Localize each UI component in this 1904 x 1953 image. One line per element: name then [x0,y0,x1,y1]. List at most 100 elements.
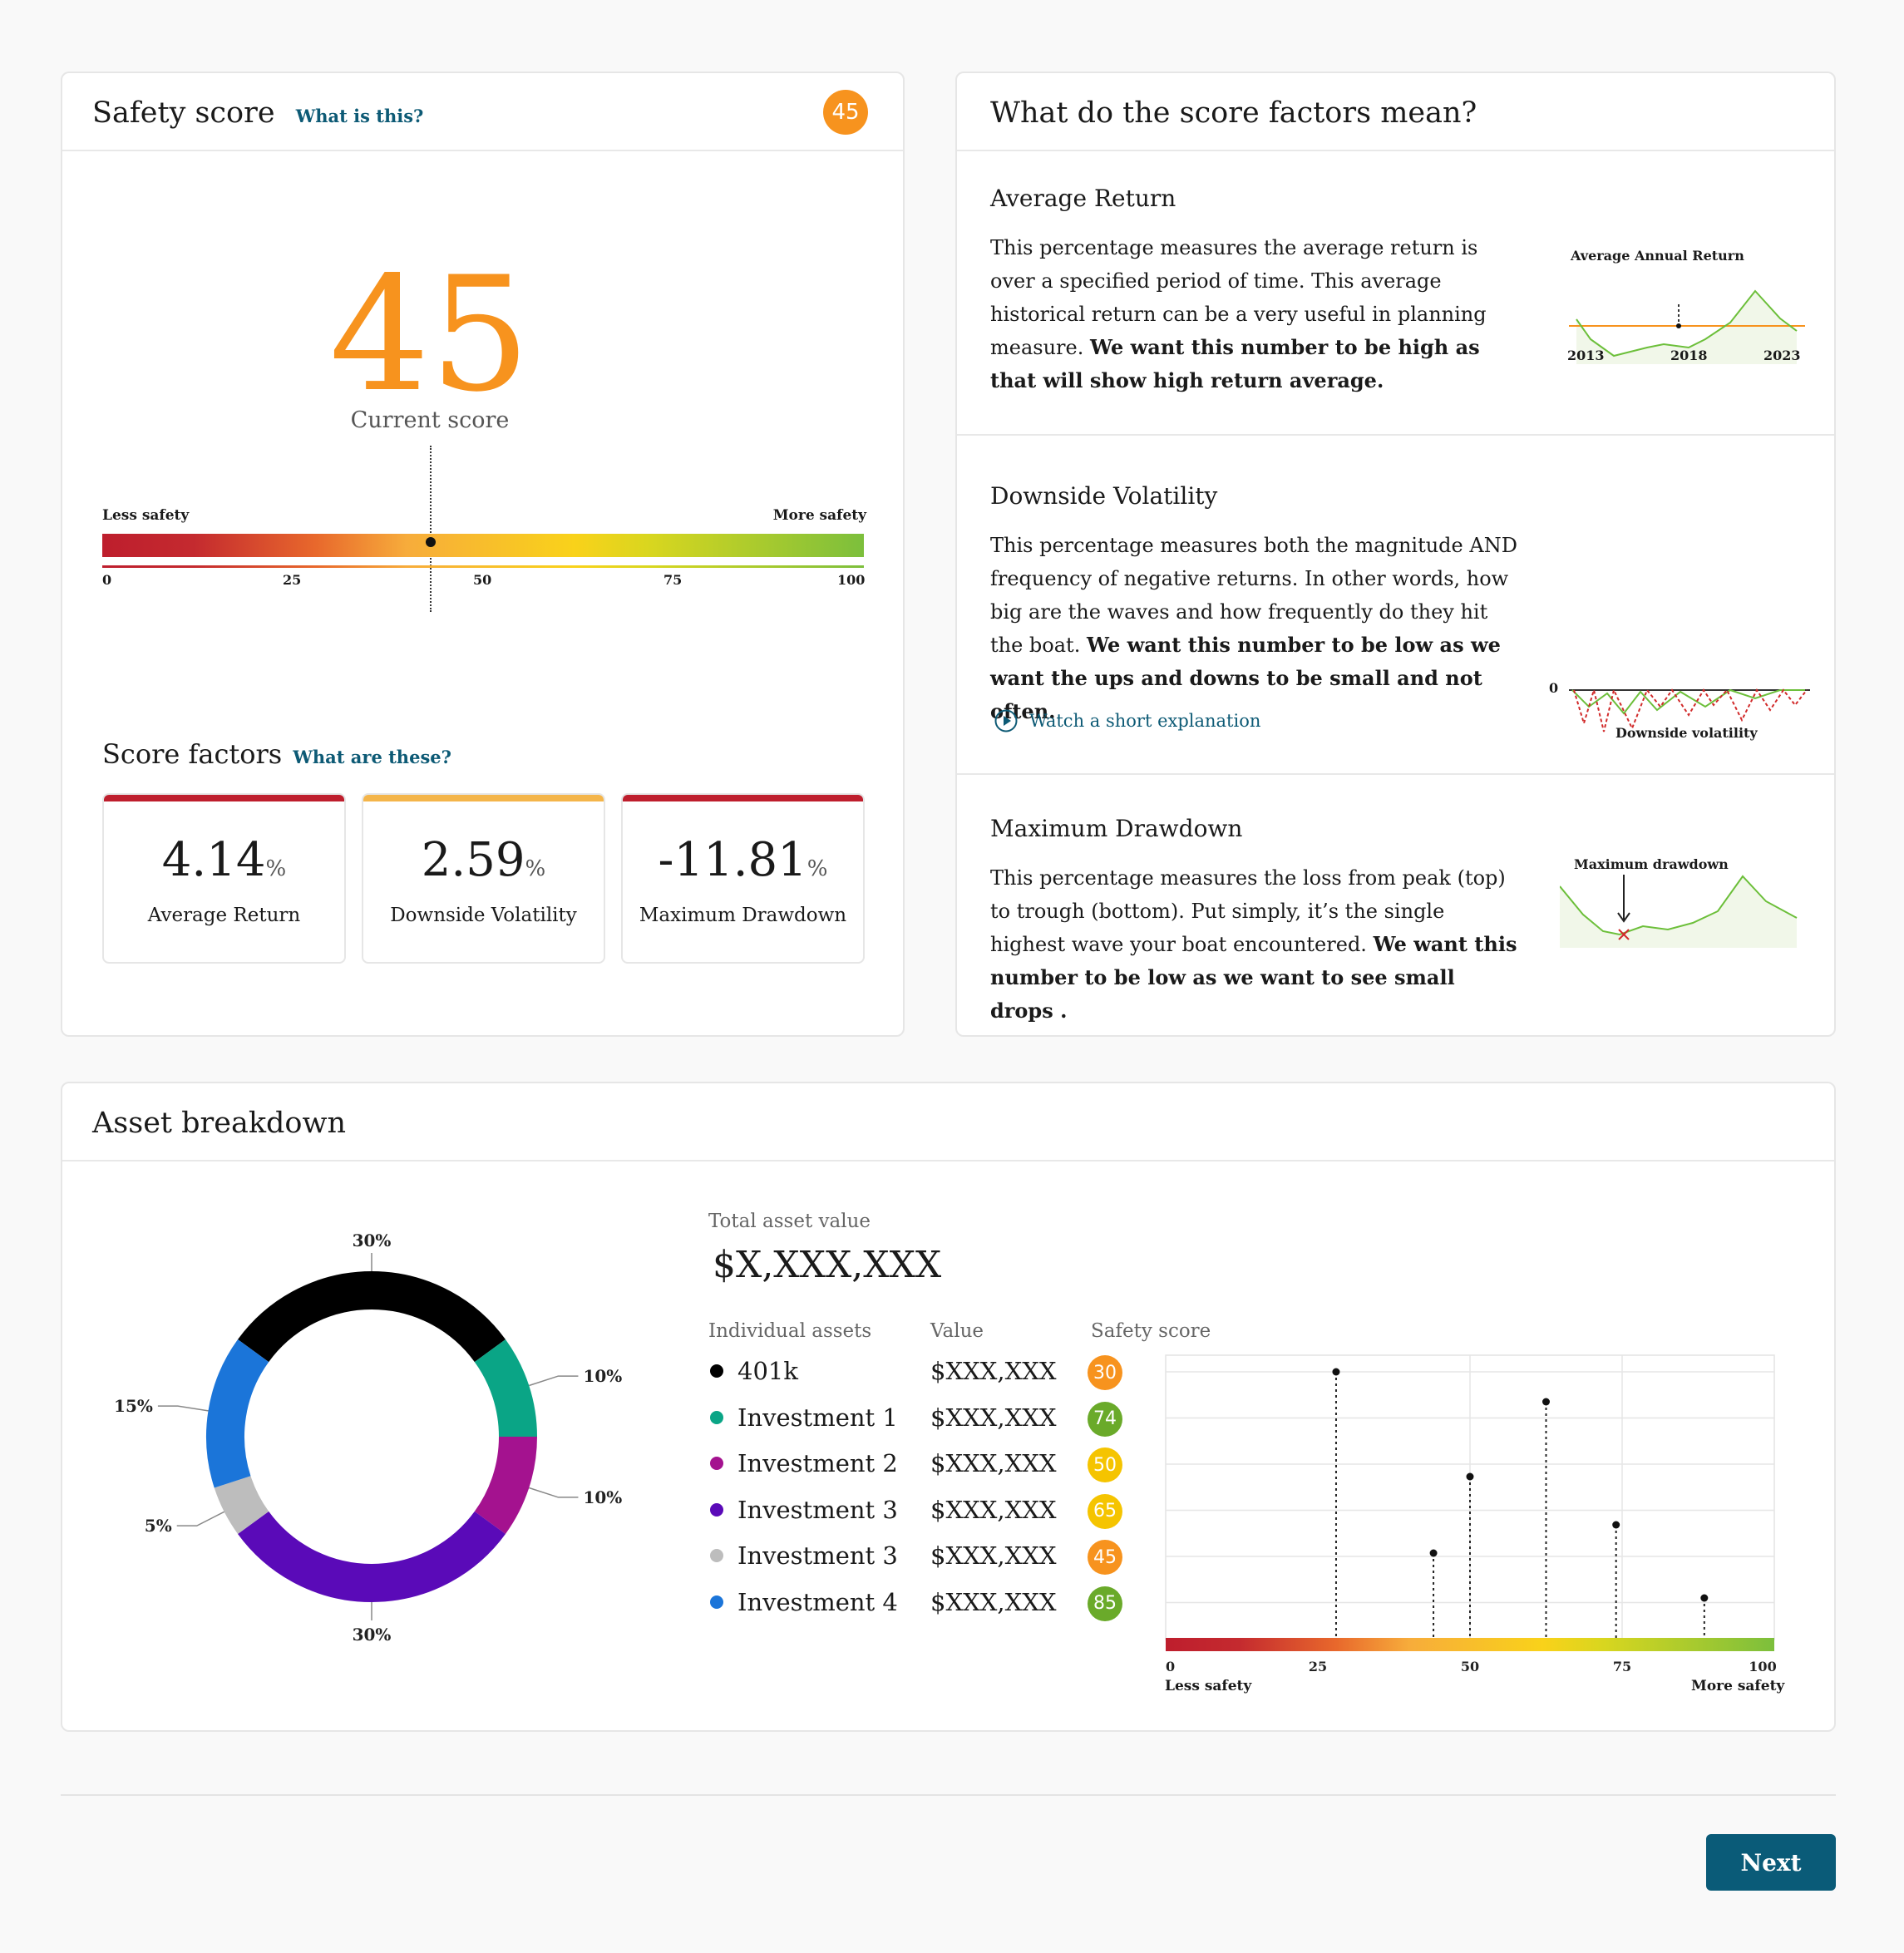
more-safety-label: More safety [772,507,866,524]
safety-score-header: Safety score What is this? 45 [62,73,903,151]
donut-slice [238,1271,506,1363]
downside-chart-label: Downside volatility [1615,725,1758,741]
average-return-title: Average Return [990,185,1176,212]
donut-leader-line [176,1511,225,1526]
safety-gradient-bar [102,534,864,557]
asset-color-dot [710,1595,723,1609]
asset-lollipop-dot [1700,1594,1709,1602]
less-safety-label: Less safety [102,507,190,524]
total-asset-value: $X,XXX,XXX [713,1244,942,1286]
donut-slice-label: 10% [583,1366,622,1386]
asset-breakdown-header: Asset breakdown [62,1083,1834,1161]
return-line [1576,289,1798,358]
scale-tick-label: 75 [663,572,683,588]
scale-tick-label: 100 [837,572,866,588]
donut-leader-line [157,1405,209,1412]
individual-assets-header: Individual assets [708,1320,872,1342]
asset-row: 401k $XXX,XXX 30 [708,1355,1141,1390]
scale-ticks: 0 25 50 75 100 [102,572,866,597]
return-line [1571,688,1805,715]
score-marker-line [430,446,432,612]
average-return-chart [1569,289,1805,364]
asset-value: $XXX,XXX [930,1541,1057,1570]
scale-tick-label: 50 [473,572,492,588]
factor-topbar [363,795,604,801]
section-divider [957,434,1834,436]
total-asset-label: Total asset value [708,1211,871,1232]
asset-breakdown-title: Asset breakdown [92,1107,347,1140]
factor-topbar [104,795,344,801]
return-line [1560,875,1798,936]
chart-less-safety-label: Less safety [1165,1678,1252,1694]
asset-value: $XXX,XXX [930,1403,1057,1432]
asset-row: Investment 2 $XXX,XXX 50 [708,1447,1141,1482]
what-are-these-link[interactable]: What are these? [293,747,451,767]
asset-lollipop-dot [1429,1549,1438,1557]
downside-volatility-title: Downside Volatility [990,482,1218,510]
asset-value: $XXX,XXX [930,1495,1057,1524]
footer-divider [61,1794,1836,1796]
factor-card-downside-volatility: 2.59% Downside Volatility [362,793,605,964]
next-button[interactable]: Next [1706,1834,1836,1891]
asset-donut-chart: 30% 10% 10% 30% 5% 15% [114,1230,622,1645]
maximum-drawdown-title: Maximum Drawdown [990,815,1243,842]
chart-more-safety-label: More safety [1691,1678,1785,1694]
downside-volatility-text: This percentage measures both the magnit… [990,534,1517,723]
chart-tick-2023: 2023 [1763,348,1801,363]
downside-volatility-chart [1569,687,1810,732]
scale-underline [102,565,864,568]
asset-breakdown-card: Asset breakdown [61,1082,1836,1732]
asset-row: Investment 3 $XXX,XXX 65 [708,1493,1141,1529]
donut-slice-label: 15% [114,1396,153,1416]
safety-score-title: Safety score What is this? [92,96,424,130]
factor-label: Average Return [147,905,301,926]
current-score-value: 45 [329,243,530,427]
donut-slice [206,1339,269,1488]
asset-name: Investment 4 [737,1587,898,1616]
safety-score-badge: 45 [823,90,868,135]
donut-slice-label: 30% [353,1625,392,1645]
watch-explanation-link[interactable]: Watch a short explanation [994,708,1260,733]
donut-slice [214,1475,269,1534]
donut-leader-line [529,1375,579,1387]
asset-score-badge: 30 [1088,1355,1122,1390]
scale-tick-label: 25 [283,572,302,588]
average-return-chart-label: Average Annual Return [1571,248,1744,264]
chart-tick-label: 50 [1461,1659,1479,1674]
factor-card-maximum-drawdown: -11.81% Maximum Drawdown [621,793,865,964]
play-circle-icon [994,709,1018,732]
trough-x [1618,929,1630,940]
score-factors-meaning-card: What do the score factors mean? Average … [955,72,1836,1037]
asset-color-dot [710,1549,723,1562]
scale-tick-label: 0 [102,572,112,588]
factor-card-average-return: 4.14% Average Return [102,793,346,964]
asset-value: $XXX,XXX [930,1449,1057,1477]
score-marker-dot [426,537,436,547]
meaning-header: What do the score factors mean? [957,73,1834,151]
downside-chart-zero: 0 [1549,680,1559,696]
asset-name: Investment 1 [737,1403,898,1432]
asset-safety-chart: 0 25 50 75 100 [1165,1354,1777,1674]
avg-dot [1676,323,1681,328]
donut-slice [238,1511,506,1602]
chart-tick-label: 0 [1166,1659,1175,1674]
drawdown-chart-label: Maximum drawdown [1574,856,1729,872]
donut-slice-label: 5% [145,1516,172,1536]
donut-slice-label: 10% [583,1487,622,1507]
chart-tick-label: 25 [1309,1659,1327,1674]
factor-topbar [623,795,863,801]
maximum-drawdown-text: This percentage measures the loss from p… [990,866,1517,1023]
asset-row: Investment 3 $XXX,XXX 45 [708,1540,1141,1575]
asset-row: Investment 1 $XXX,XXX 74 [708,1401,1141,1437]
donut-leader-line [529,1487,579,1498]
meaning-title: What do the score factors mean? [990,96,1477,130]
asset-score-badge: 50 [1088,1447,1122,1482]
current-score-caption: Current score [350,407,510,433]
factor-value: -11.81% [658,833,828,887]
score-factors-heading: Score factors What are these? [102,738,451,770]
asset-color-dot [710,1364,723,1378]
asset-score-badge: 74 [1088,1401,1122,1437]
what-is-this-link[interactable]: What is this? [295,106,424,126]
donut-slice [474,1436,537,1534]
asset-score-badge: 65 [1088,1493,1122,1529]
